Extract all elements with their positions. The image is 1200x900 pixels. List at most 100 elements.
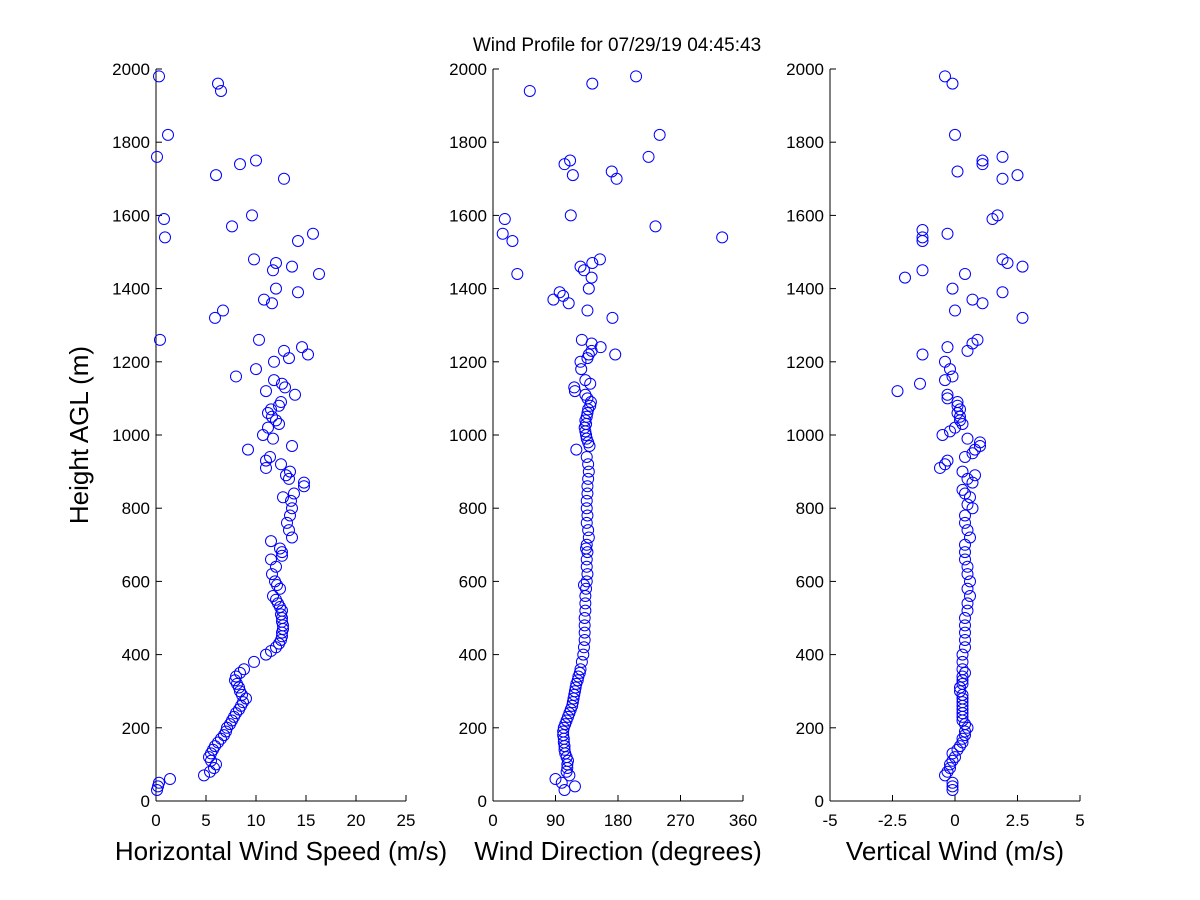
direction-data-point xyxy=(653,128,666,141)
vertical-data-point xyxy=(959,612,971,624)
speed-x-tick-label: 15 xyxy=(297,811,316,830)
direction-data-point xyxy=(580,560,593,573)
vertical-y-tick-label: 1800 xyxy=(786,133,824,152)
speed-data-point xyxy=(265,553,277,566)
speed-x-tick-label: 0 xyxy=(151,811,160,830)
direction-data-point xyxy=(575,333,588,346)
speed-data-point xyxy=(313,267,325,280)
speed-data-point xyxy=(283,472,295,485)
direction-y-tick-label: 200 xyxy=(459,719,487,738)
vertical-data-point xyxy=(956,677,969,690)
speed-data-point xyxy=(260,461,272,474)
direction-y-tick-label: 1600 xyxy=(449,206,487,225)
direction-data-point xyxy=(580,410,593,423)
speed-data-point xyxy=(266,568,278,581)
vertical-y-tick-label: 600 xyxy=(796,572,824,591)
speed-y-tick-label: 1000 xyxy=(112,426,150,445)
direction-data-point xyxy=(649,220,662,233)
direction-data-point xyxy=(568,685,581,698)
speed-data-point xyxy=(153,70,165,83)
vertical-data-point xyxy=(964,590,976,603)
speed-x-tick-label: 5 xyxy=(201,811,210,830)
speed-data-point xyxy=(288,487,300,500)
vertical-data-point xyxy=(996,286,1009,299)
direction-data-point xyxy=(593,253,606,266)
direction-data-point xyxy=(568,381,581,394)
vertical-data-point xyxy=(916,224,929,237)
direction-data-point xyxy=(579,388,592,401)
figure-title: Wind Profile for 07/29/19 04:45:43 xyxy=(473,35,761,56)
vertical-data-point xyxy=(914,377,926,390)
speed-data-point xyxy=(234,158,246,171)
vertical-data-point xyxy=(941,392,954,405)
direction-data-point xyxy=(555,776,568,789)
speed-data-point xyxy=(298,476,310,489)
direction-data-point xyxy=(577,264,590,277)
speed-data-point xyxy=(278,344,290,357)
vertical-data-point xyxy=(974,439,986,452)
speed-data-point xyxy=(281,516,293,529)
direction-data-point xyxy=(581,407,594,420)
speed-data-point xyxy=(278,172,290,185)
plot-panel-speed: 0 200 400 600 800 1000 1200 1400 1600 1800 2000 0 5 1… xyxy=(64,60,447,866)
vertical-data-point xyxy=(954,403,966,416)
vertical-data-point xyxy=(966,293,979,306)
vertical-data-point xyxy=(961,568,974,581)
speed-data-point xyxy=(292,235,304,248)
direction-data-point xyxy=(577,641,590,654)
speed-data-point xyxy=(151,150,163,163)
direction-data-point xyxy=(569,681,582,694)
speed-data-point xyxy=(276,377,288,390)
direction-data-point xyxy=(571,674,584,687)
vertical-data-point xyxy=(954,410,966,423)
direction-data-point xyxy=(575,655,588,668)
speed-data-point xyxy=(285,494,297,507)
vertical-y-tick-label: 200 xyxy=(796,719,824,738)
speed-data-point xyxy=(270,593,282,606)
speed-data-point xyxy=(240,692,252,705)
direction-x-tick-label: 270 xyxy=(666,811,694,830)
direction-data-point xyxy=(606,311,619,324)
vertical-data-point xyxy=(954,681,966,694)
direction-data-point xyxy=(580,516,593,529)
direction-data-point xyxy=(605,165,618,178)
direction-data-point xyxy=(557,289,570,302)
direction-y-tick-label: 800 xyxy=(459,499,487,518)
direction-data-point xyxy=(581,487,594,500)
direction-y-tick-label: 600 xyxy=(459,572,487,591)
vertical-data-point xyxy=(949,304,961,317)
vertical-data-point xyxy=(891,385,904,398)
direction-data-point xyxy=(586,77,599,90)
speed-data-point xyxy=(286,260,298,273)
speed-data-point xyxy=(279,381,291,394)
direction-data-point xyxy=(582,465,595,478)
speed-data-point xyxy=(262,421,274,434)
direction-data-point xyxy=(582,282,595,295)
direction-data-point xyxy=(553,286,566,299)
direction-data-point xyxy=(578,612,591,624)
vertical-data-point xyxy=(959,626,971,639)
direction-x-tick-label: 360 xyxy=(729,811,757,830)
speed-data-point xyxy=(210,169,222,182)
speed-data-point xyxy=(269,575,281,588)
direction-data-point xyxy=(585,271,598,284)
vertical-y-tick-label: 1000 xyxy=(786,426,824,445)
speed-data-point xyxy=(276,549,288,562)
direction-y-tick-label: 400 xyxy=(459,646,487,665)
vertical-data-point xyxy=(941,454,954,467)
speed-y-tick-label: 1400 xyxy=(112,280,150,299)
vertical-data-point xyxy=(946,776,959,789)
direction-data-point xyxy=(578,619,591,632)
vertical-data-point xyxy=(939,70,951,83)
vertical-data-point xyxy=(959,641,971,654)
vertical-data-point xyxy=(964,575,976,588)
speed-data-point xyxy=(217,304,229,317)
vertical-y-tick-label: 1200 xyxy=(786,353,824,372)
direction-y-tick-label: 1800 xyxy=(449,133,487,152)
vertical-data-point xyxy=(961,597,974,610)
speed-y-tick-label: 1600 xyxy=(112,206,150,225)
direction-data-point xyxy=(557,725,570,738)
direction-data-point xyxy=(577,648,590,661)
speed-y-tick-label: 1200 xyxy=(112,353,150,372)
vertical-data-point xyxy=(946,370,959,383)
